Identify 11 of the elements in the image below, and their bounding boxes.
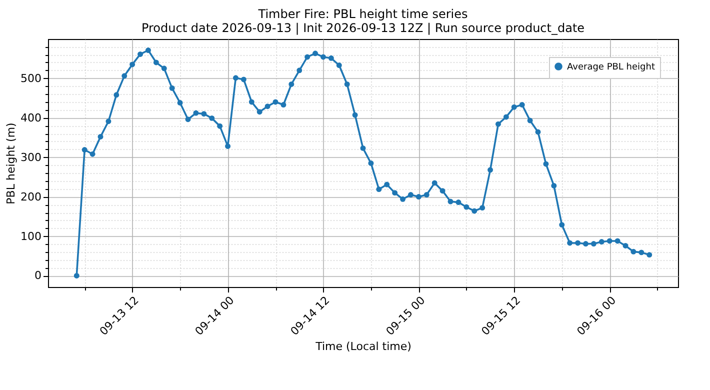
chart-title: Timber Fire: PBL height time series bbox=[257, 7, 468, 21]
y-tick-label: 300 bbox=[20, 150, 42, 164]
y-tick-label: 100 bbox=[20, 230, 42, 243]
chart-subtitle: Product date 2026-09-13 | Init 2026-09-13 12Z | Run source product_date bbox=[141, 21, 585, 35]
x-axis-title: Time (Local time) bbox=[314, 340, 412, 354]
y-tick-label: 200 bbox=[20, 190, 42, 204]
y-tick-label: 0 bbox=[34, 269, 42, 282]
y-axis-title: PBL height (m) bbox=[4, 122, 18, 204]
legend-label: Average PBL height bbox=[567, 62, 656, 72]
y-tick-label: 500 bbox=[20, 72, 42, 85]
y-tick-label: 400 bbox=[20, 111, 42, 124]
